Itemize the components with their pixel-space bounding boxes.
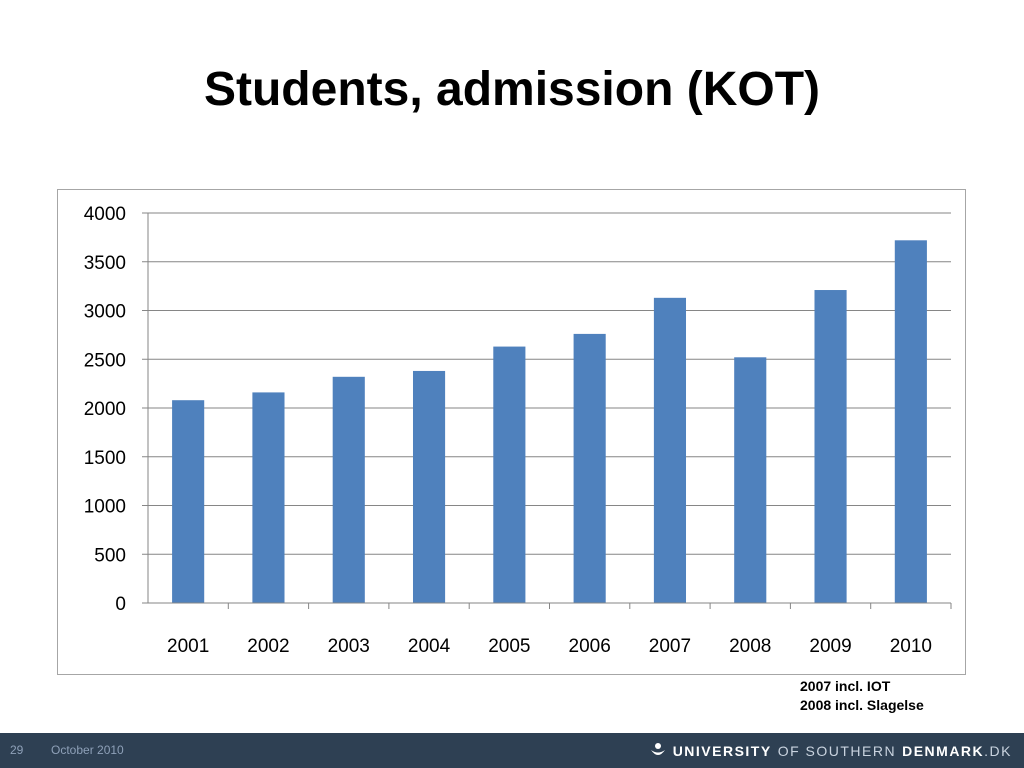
sdu-logo-icon [650, 743, 665, 755]
bar-2007 [653, 297, 687, 603]
bar-chart: 0 500 1000 1500 2000 2500 3000 3500 4000 2001 2002… [84, 204, 952, 657]
bar-2001 [172, 400, 205, 603]
y-tick-label: 2500 [84, 350, 126, 371]
bar-2006 [573, 333, 606, 603]
slide-title: Students, admission (KOT) [203, 63, 821, 116]
x-tick-label: 2007 [649, 636, 691, 657]
bar-2002 [252, 392, 285, 603]
chart-area: 0 500 1000 1500 2000 2500 3000 3500 4000 2001 2002… [57, 189, 966, 675]
x-tick-label: 2010 [890, 636, 932, 657]
x-tick-label: 2009 [809, 636, 851, 657]
brand-dk: .DK [984, 743, 1012, 759]
x-tick-label: 2006 [569, 636, 611, 657]
x-tick-label: 2001 [167, 636, 209, 657]
university-brand: UNIVERSITY OF SOUTHERN DENMARK .DK [649, 739, 1012, 763]
y-tick-label: 3000 [84, 302, 126, 323]
note-2007: 2007 incl. IOT [800, 678, 891, 694]
bar-2008 [734, 357, 767, 603]
bar-2005 [493, 346, 526, 603]
footer-bar: 29 October 2010 UNIVERSITY OF SOUTHERN D… [0, 733, 1024, 768]
bar-2010 [894, 240, 927, 604]
y-tick-label: 1000 [84, 497, 126, 518]
bar-2004 [412, 370, 446, 603]
y-tick-label: 2000 [84, 399, 126, 420]
chart-notes: 2007 incl. IOT 2008 incl. Slagelse [800, 677, 924, 715]
y-tick-label: 4000 [84, 204, 126, 225]
brand-of-southern: OF SOUTHERN [777, 743, 897, 759]
x-tick-label: 2008 [729, 636, 771, 657]
x-tick-label: 2004 [408, 636, 451, 657]
x-tick-label: 2003 [328, 636, 370, 657]
page-number: 29 [10, 743, 24, 757]
bar-2003 [332, 376, 365, 603]
y-tick-label: 1500 [84, 448, 126, 469]
footer-date: October 2010 [51, 743, 124, 757]
y-tick-label: 500 [94, 545, 126, 566]
brand-university: UNIVERSITY [672, 743, 772, 759]
bar-2009 [814, 290, 847, 603]
x-tick-label: 2005 [488, 636, 530, 657]
x-tick-label: 2002 [247, 636, 289, 657]
brand-denmark: DENMARK [902, 743, 985, 759]
y-tick-label: 3500 [84, 253, 126, 274]
note-2008: 2008 incl. Slagelse [800, 697, 924, 713]
y-tick-label: 0 [115, 594, 126, 615]
